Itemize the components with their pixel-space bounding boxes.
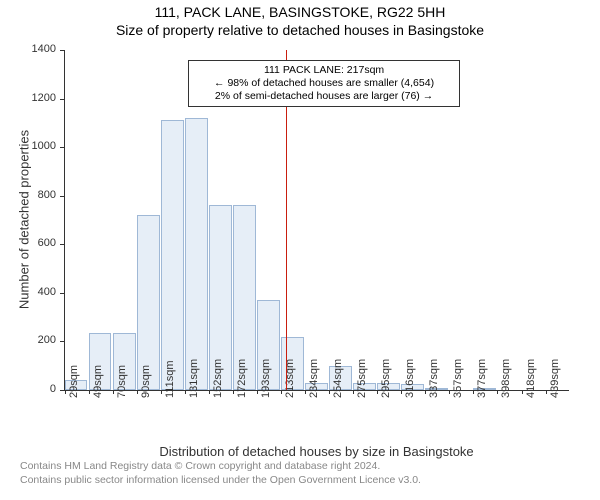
y-axis-label: Number of detached properties: [17, 50, 32, 390]
x-tick-label: 172sqm: [236, 359, 248, 398]
x-tick-label: 337sqm: [428, 359, 440, 398]
y-axis-line: [64, 50, 65, 390]
x-tick-label: 357sqm: [452, 359, 464, 398]
annotation-box: 111 PACK LANE: 217sqm ← 98% of detached …: [188, 60, 461, 107]
footer-line1: Contains HM Land Registry data © Crown c…: [20, 460, 380, 472]
annotation-line2: ← 98% of detached houses are smaller (4,…: [195, 77, 454, 90]
x-tick-label: 152sqm: [212, 359, 224, 398]
x-tick-label: 377sqm: [476, 359, 488, 398]
x-tick-label: 49sqm: [92, 365, 104, 398]
x-axis-label: Distribution of detached houses by size …: [64, 444, 569, 459]
x-tick-label: 439sqm: [549, 359, 561, 398]
x-tick-label: 295sqm: [380, 359, 392, 398]
chart-title-sub: Size of property relative to detached ho…: [0, 22, 600, 38]
annotation-line1: 111 PACK LANE: 217sqm: [195, 64, 454, 77]
x-tick-label: 131sqm: [188, 359, 200, 398]
footer-line2: Contains public sector information licen…: [20, 474, 421, 486]
histogram-bar: [185, 118, 208, 390]
x-axis-line: [64, 390, 569, 391]
chart-title-address: 111, PACK LANE, BASINGSTOKE, RG22 5HH: [0, 4, 600, 20]
histogram-bar: [161, 120, 184, 390]
x-tick-label: 398sqm: [500, 359, 512, 398]
x-tick-label: 418sqm: [525, 359, 537, 398]
x-tick-label: 111sqm: [164, 360, 176, 398]
x-tick-label: 70sqm: [116, 365, 128, 398]
x-tick-label: 254sqm: [332, 359, 344, 398]
histogram-bar: [137, 215, 160, 390]
x-tick-label: 90sqm: [140, 365, 152, 398]
x-tick-label: 234sqm: [308, 359, 320, 398]
x-tick-label: 316sqm: [404, 359, 416, 398]
x-tick-label: 275sqm: [356, 359, 368, 398]
figure: 111, PACK LANE, BASINGSTOKE, RG22 5HH Si…: [0, 0, 600, 500]
x-tick-label: 29sqm: [68, 365, 80, 398]
x-tick-label: 193sqm: [260, 359, 272, 398]
annotation-line3: 2% of semi-detached houses are larger (7…: [195, 90, 454, 103]
